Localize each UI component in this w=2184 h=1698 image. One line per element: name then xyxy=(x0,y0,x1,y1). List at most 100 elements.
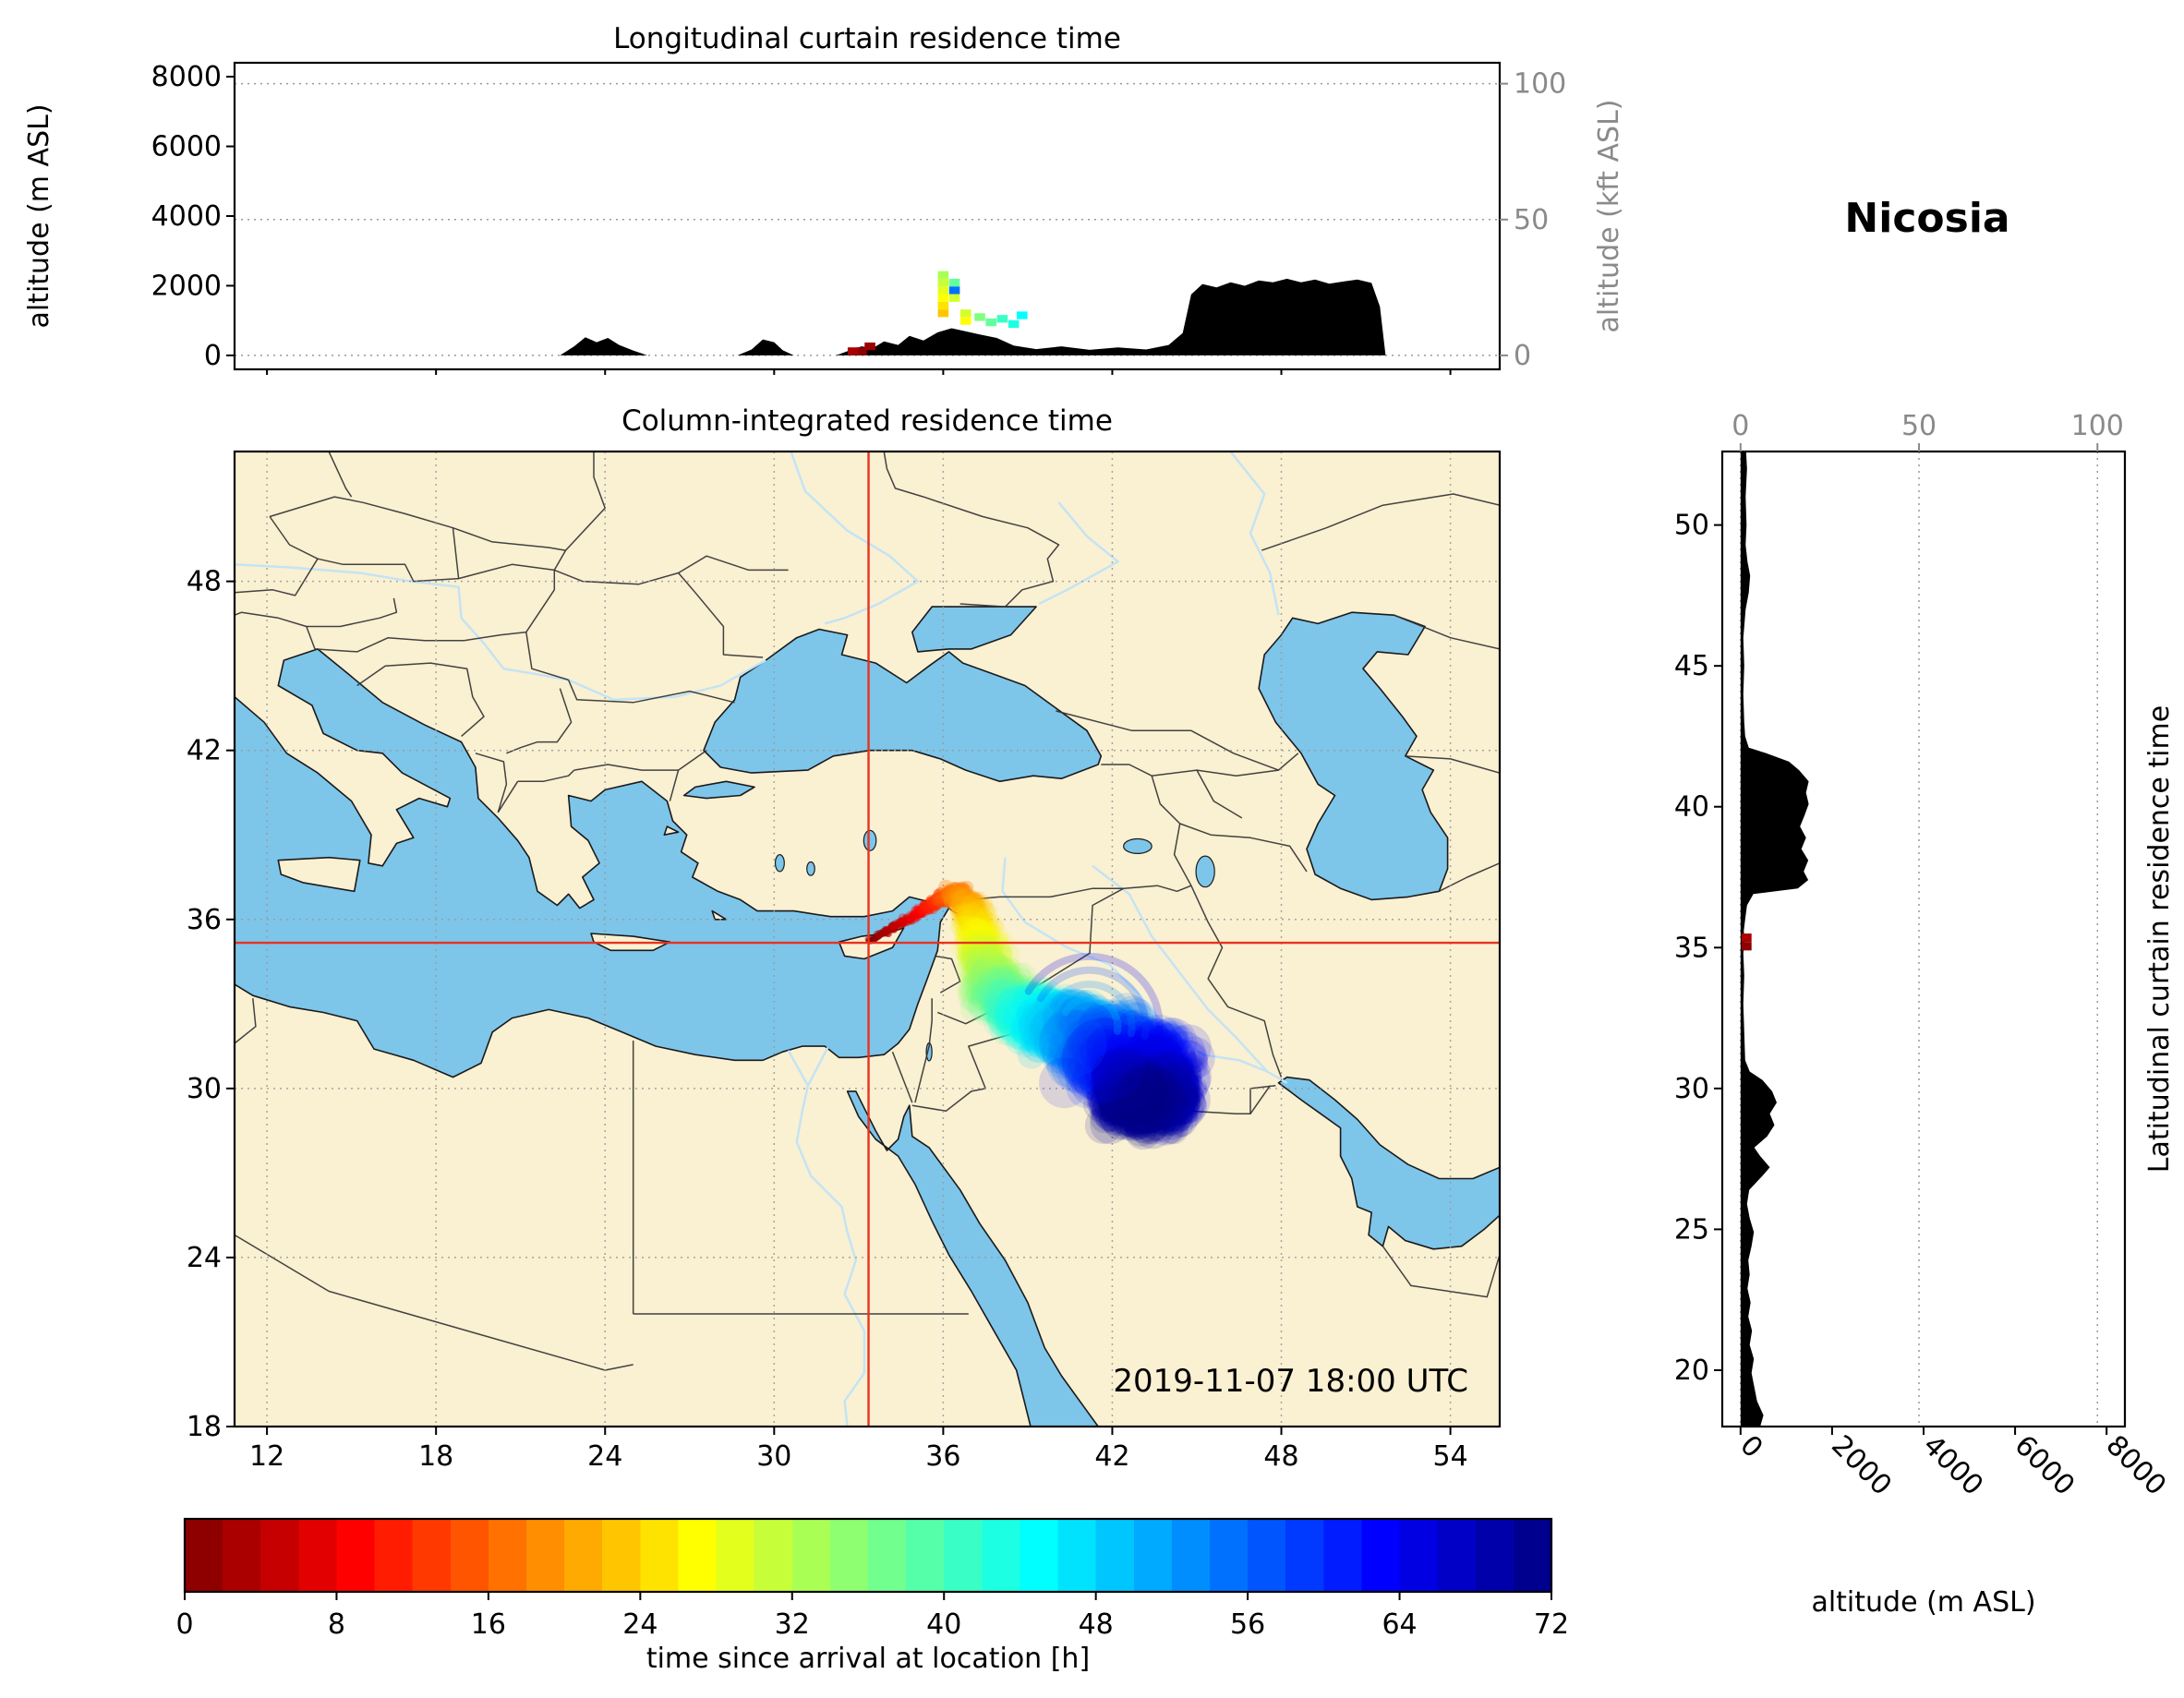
plume-dot xyxy=(899,917,909,926)
plume-dot xyxy=(937,894,946,902)
plume-dot xyxy=(937,895,947,905)
country-border xyxy=(914,998,933,1103)
plume-dot xyxy=(968,921,983,936)
plume-dot xyxy=(943,898,950,907)
country-border xyxy=(564,452,606,551)
plume-dot xyxy=(970,898,986,915)
lon-curtain-residence-cells xyxy=(847,271,1028,355)
plume-dot xyxy=(930,893,943,905)
plume-dot xyxy=(958,889,972,903)
plume-dot xyxy=(930,898,941,909)
plume-dot xyxy=(959,902,975,919)
plume-dot xyxy=(955,891,968,904)
plume-dot xyxy=(961,888,971,898)
residence-cell xyxy=(985,318,997,327)
plume-dot xyxy=(938,890,949,901)
plume-dot xyxy=(938,895,950,907)
plume-dot xyxy=(962,912,979,930)
plume-dot xyxy=(975,912,988,926)
plume-dot xyxy=(971,916,993,938)
plume-dot xyxy=(962,920,980,937)
plume-dot xyxy=(932,894,940,903)
plume-dot xyxy=(959,895,972,909)
plume-dot xyxy=(966,907,982,922)
plume-dot xyxy=(949,905,970,926)
plume-dot xyxy=(948,890,959,901)
plume-dot xyxy=(950,888,961,899)
plume-dot xyxy=(977,927,1001,951)
plume-dot xyxy=(968,906,978,916)
plume-dot xyxy=(968,893,977,902)
plume-dot xyxy=(912,913,921,921)
colorbar-tick-label: 72 xyxy=(1534,1608,1569,1641)
plume-dot xyxy=(913,911,922,920)
plume-dot xyxy=(961,895,980,913)
plume-dot xyxy=(964,892,977,905)
plume-dot xyxy=(944,890,958,904)
plume-dot xyxy=(941,885,952,897)
plume-dot xyxy=(940,888,954,902)
sea-persian_gulf xyxy=(1277,1076,1500,1250)
plume-dot xyxy=(921,901,929,909)
plume-dot xyxy=(959,921,980,941)
plume-dot xyxy=(917,909,926,918)
ytick-label: 18 xyxy=(187,1411,222,1443)
plume-dot xyxy=(967,900,988,921)
plume-dot xyxy=(924,905,932,913)
plume-dot xyxy=(922,903,929,910)
plume-dot xyxy=(958,896,974,911)
plume-dot xyxy=(945,882,962,899)
plume-dot xyxy=(926,900,934,908)
plume-dot xyxy=(933,894,941,902)
country-border xyxy=(452,526,567,571)
plume-dot xyxy=(959,909,971,921)
plume-dot xyxy=(922,903,932,913)
plume-dot xyxy=(984,917,995,926)
plume-dot xyxy=(929,894,942,906)
plume-dot xyxy=(951,889,960,898)
xtick-label: 36 xyxy=(925,1440,960,1473)
plume-dot xyxy=(935,893,946,905)
plume-dot xyxy=(913,909,922,917)
plume-dot xyxy=(959,897,977,915)
plume-dot xyxy=(959,903,967,912)
country-border xyxy=(475,753,508,813)
plume-dot xyxy=(916,909,925,919)
plume-dot xyxy=(960,932,973,944)
plume-dot xyxy=(979,928,996,945)
plume-dot xyxy=(958,888,970,899)
plume-dot xyxy=(943,896,957,909)
xtick-label: 2000 xyxy=(1825,1429,1898,1502)
country-border xyxy=(1405,755,1500,774)
plume-dot xyxy=(951,888,969,906)
plume-dot xyxy=(952,889,968,904)
plume-dot xyxy=(911,906,921,916)
plume-dot xyxy=(916,906,924,914)
plume-dot xyxy=(950,897,964,909)
plume-dot xyxy=(971,924,988,942)
plume-dot xyxy=(957,882,971,896)
plume-dot xyxy=(945,890,955,899)
plume-dot xyxy=(963,894,971,902)
plume-dot xyxy=(951,902,967,918)
plume-dot xyxy=(929,895,936,902)
map-panel xyxy=(235,452,1500,1427)
plume-dot xyxy=(913,914,922,922)
plume-dot xyxy=(957,903,974,921)
plume-dot xyxy=(909,912,916,920)
plume-dot xyxy=(982,913,1004,936)
plume-dot xyxy=(919,899,930,910)
plume-dot xyxy=(975,908,992,923)
plume-dot xyxy=(969,895,987,913)
plume-dot xyxy=(950,891,958,898)
plume-dot xyxy=(957,904,973,921)
plume-dot xyxy=(967,892,980,905)
plume-dot xyxy=(927,904,935,912)
plume-dot xyxy=(926,907,935,914)
plume-dot xyxy=(947,887,959,899)
plume-dot xyxy=(967,919,990,942)
plume-dot xyxy=(935,891,947,901)
plume-dot xyxy=(972,918,987,933)
plume-dot xyxy=(975,921,986,933)
map-datetime-label: 2019-11-07 18:00 UTC xyxy=(1113,1363,1468,1400)
